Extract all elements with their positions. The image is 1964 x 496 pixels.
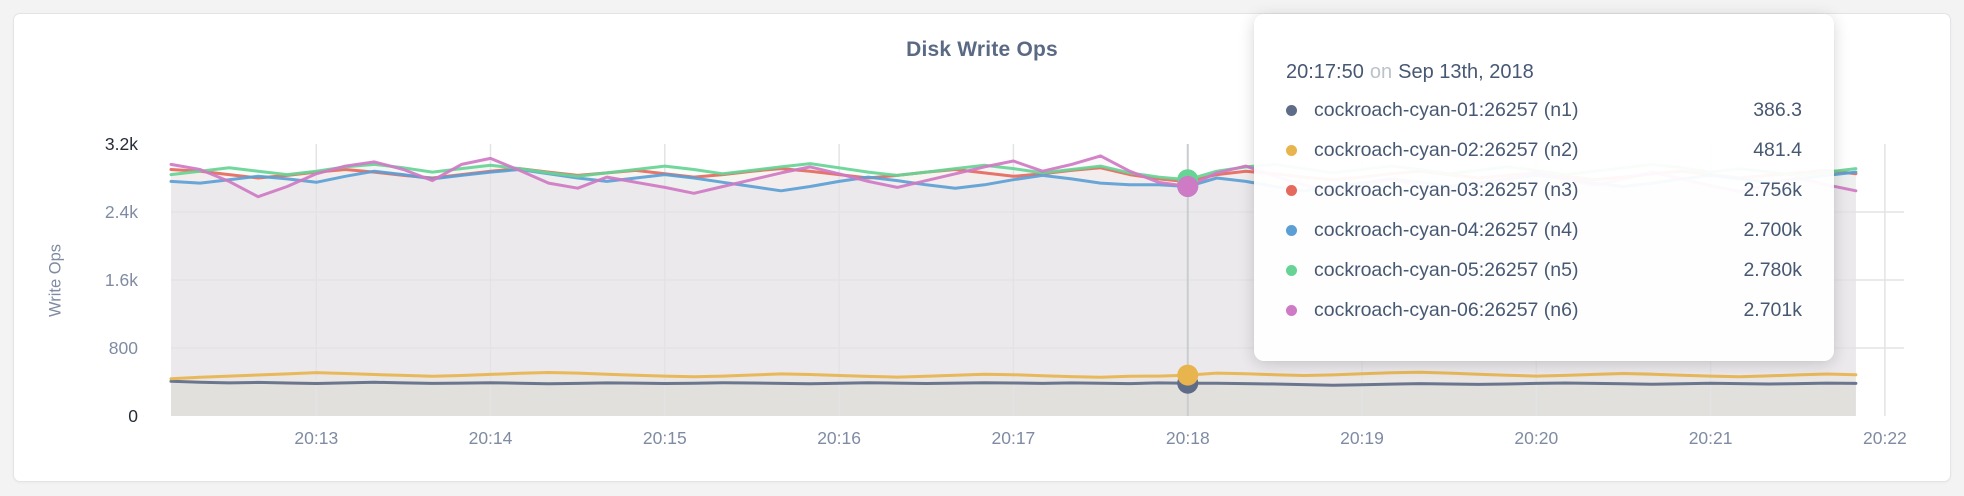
y-tick-label-2.4k: 2.4k <box>105 202 138 222</box>
tooltip-series-name: cockroach-cyan-06:26257 (n6) <box>1314 298 1579 321</box>
x-tick-label-20:19: 20:19 <box>1340 428 1384 448</box>
chart-card: Disk Write Ops Write Ops 0 800 1.6k 2.4k 3.2… <box>13 13 1951 482</box>
tooltip-series-name: cockroach-cyan-03:26257 (n3) <box>1314 178 1579 201</box>
y-tick-label-3.2k: 3.2k <box>105 134 138 154</box>
tooltip-date: Sep 13th, 2018 <box>1398 61 1534 83</box>
tooltip-series-name: cockroach-cyan-04:26257 (n4) <box>1314 218 1579 241</box>
y-tick-label-0: 0 <box>128 406 138 426</box>
x-tick-label-20:20: 20:20 <box>1514 428 1558 448</box>
x-tick-label-20:21: 20:21 <box>1689 428 1733 448</box>
tooltip-series-value: 2.700k <box>1743 218 1802 241</box>
tooltip-row: cockroach-cyan-02:26257 (n2) 481.4 <box>1286 130 1802 170</box>
series-color-dot-icon <box>1286 304 1297 316</box>
tooltip-row: cockroach-cyan-06:26257 (n6) 2.701k <box>1286 290 1802 330</box>
tooltip-row: cockroach-cyan-01:26257 (n1) 386.3 <box>1286 90 1802 130</box>
tooltip-row: cockroach-cyan-05:26257 (n5) 2.780k <box>1286 250 1802 290</box>
tooltip-series-name: cockroach-cyan-02:26257 (n2) <box>1314 138 1579 161</box>
tooltip-series-name: cockroach-cyan-01:26257 (n1) <box>1314 98 1579 121</box>
x-tick-label-20:22: 20:22 <box>1863 428 1907 448</box>
tooltip-series-value: 2.780k <box>1743 258 1802 281</box>
tooltip-row: cockroach-cyan-03:26257 (n3) 2.756k <box>1286 170 1802 210</box>
hover-tooltip: 20:17:50 on Sep 13th, 2018 cockroach-cyan-… <box>1254 14 1834 361</box>
series-line-n1 <box>169 379 1858 387</box>
tooltip-series-value: 386.3 <box>1753 98 1802 121</box>
tooltip-series-value: 481.4 <box>1753 138 1802 161</box>
chart-title: Disk Write Ops <box>906 38 1058 61</box>
tooltip-header: 20:17:50 on Sep 13th, 2018 <box>1286 56 1802 88</box>
series-color-dot-icon <box>1286 264 1297 276</box>
series-color-dot-icon <box>1286 184 1297 196</box>
tooltip-time: 20:17:50 <box>1286 61 1364 83</box>
x-tick-label-20:16: 20:16 <box>817 428 861 448</box>
series-line-n2 <box>169 370 1858 381</box>
series-color-dot-icon <box>1286 104 1297 116</box>
tooltip-series-name: cockroach-cyan-05:26257 (n5) <box>1314 258 1579 281</box>
x-tick-label-20:15: 20:15 <box>643 428 687 448</box>
tooltip-row: cockroach-cyan-04:26257 (n4) 2.700k <box>1286 210 1802 250</box>
y-tick-label-800: 800 <box>109 338 138 358</box>
x-tick-label-20:14: 20:14 <box>469 428 513 448</box>
x-tick-label-20:13: 20:13 <box>294 428 338 448</box>
hover-dot-n2 <box>1177 364 1199 386</box>
x-tick-label-20:18: 20:18 <box>1166 428 1210 448</box>
tooltip-rows: cockroach-cyan-01:26257 (n1) 386.3 cockroa… <box>1286 90 1802 330</box>
series-color-dot-icon <box>1286 144 1297 156</box>
y-tick-label-1.6k: 1.6k <box>105 270 138 290</box>
tooltip-conjunction: on <box>1369 61 1393 83</box>
hover-dot-n6 <box>1177 175 1199 197</box>
series-color-dot-icon <box>1286 224 1297 236</box>
tooltip-series-value: 2.756k <box>1743 178 1802 201</box>
x-tick-label-20:17: 20:17 <box>992 428 1036 448</box>
tooltip-series-value: 2.701k <box>1743 298 1802 321</box>
